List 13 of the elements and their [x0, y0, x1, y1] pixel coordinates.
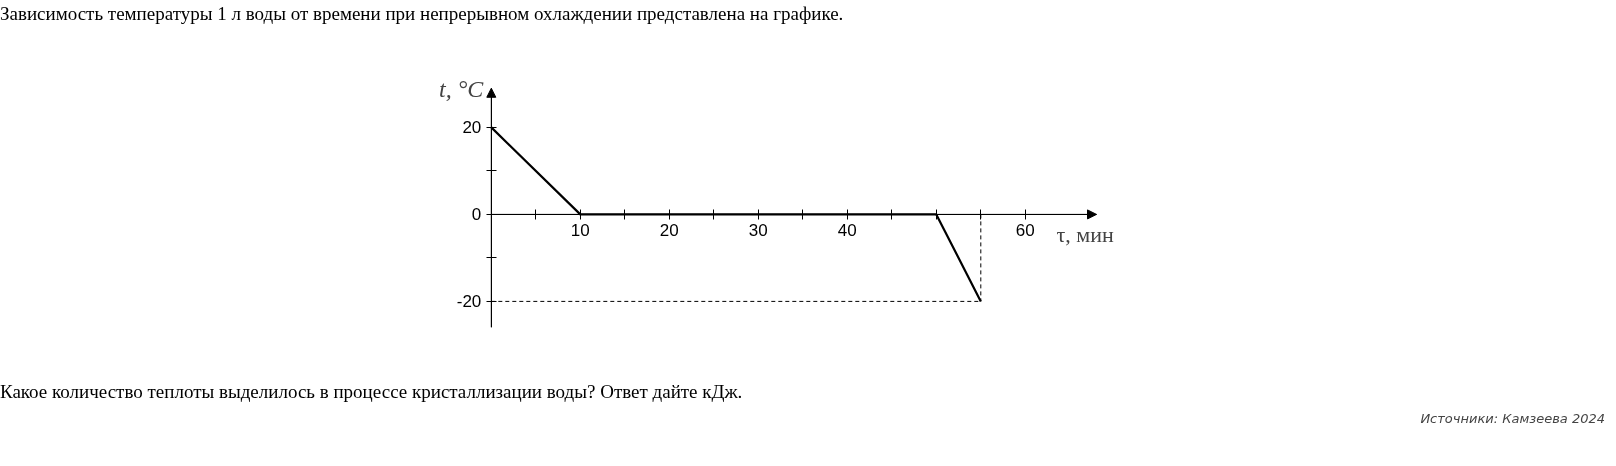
x-tick-label: 30: [748, 221, 768, 241]
chart-title: Зависимость температуры 1 л воды от времени при непрерывном охлаждении представлена на графике.: [0, 2, 844, 26]
y-tick-label: 0: [471, 205, 482, 225]
x-tick-label: 10: [570, 221, 590, 241]
text: Какое количество теплоты выделилось в процессе кристаллизации воды? Ответ дайте кДж.: [0, 380, 743, 404]
x-tick-label: 40: [837, 221, 857, 241]
x-tick-label: 20: [659, 221, 679, 241]
y-tick-label: -20: [456, 292, 482, 312]
text: Источники: Камзеева 2024: [1420, 410, 1605, 428]
y-axis-title: t, °C: [439, 76, 485, 103]
x-tick-label: 60: [1015, 221, 1035, 241]
x-axis-title: τ, мин: [1056, 222, 1115, 248]
y-tick-label: 20: [462, 118, 482, 138]
